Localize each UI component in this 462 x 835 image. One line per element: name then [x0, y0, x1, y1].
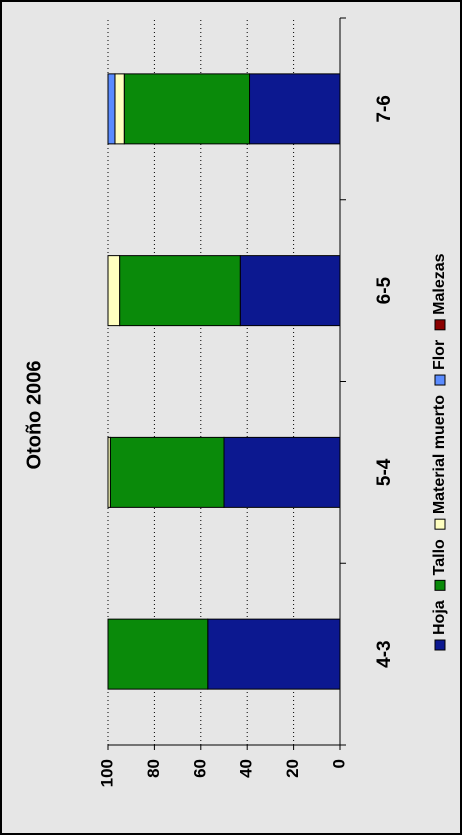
rotated-chart: Otoño 2006 0 20 40 60 80 100 4-3 5-4 6-5 7-6 Hoja T…	[23, 17, 448, 787]
legend-label: Tallo	[431, 539, 448, 575]
bar-segment	[249, 73, 341, 145]
legend-label: Hoja	[431, 600, 448, 635]
legend-swatch	[434, 518, 446, 530]
x-tick-label: 5-4	[374, 458, 395, 486]
bar-segment	[109, 436, 225, 508]
bar-segment	[223, 436, 341, 508]
y-tick-label: 20	[283, 759, 302, 778]
legend-label: Malezas	[431, 253, 448, 314]
y-tick-label: 40	[237, 759, 256, 778]
legend-swatch	[434, 374, 446, 386]
legend-label: Flor	[431, 340, 448, 370]
y-tick-label: 60	[190, 759, 209, 778]
bar-segment	[107, 73, 116, 145]
legend-swatch	[434, 639, 446, 651]
x-tick-label: 7-6	[374, 95, 395, 122]
bar-segment	[119, 255, 241, 327]
legend-label: Material muerto	[431, 395, 448, 514]
y-tick-label: 0	[329, 759, 348, 768]
chart-title: Otoño 2006	[23, 361, 45, 470]
bar-segment	[107, 436, 111, 508]
x-tick-label: 6-5	[374, 276, 395, 304]
bar-segment	[107, 255, 121, 327]
bar-segment	[207, 618, 341, 690]
bar-segment	[114, 73, 125, 145]
legend-swatch	[434, 319, 446, 331]
bar-segment	[107, 618, 209, 690]
bar-segment	[239, 255, 341, 327]
y-tick-label: 80	[144, 759, 163, 778]
y-tick-label: 100	[97, 759, 116, 787]
bar-segment	[123, 73, 251, 145]
x-tick-label: 4-3	[374, 640, 395, 667]
legend-swatch	[434, 579, 446, 591]
